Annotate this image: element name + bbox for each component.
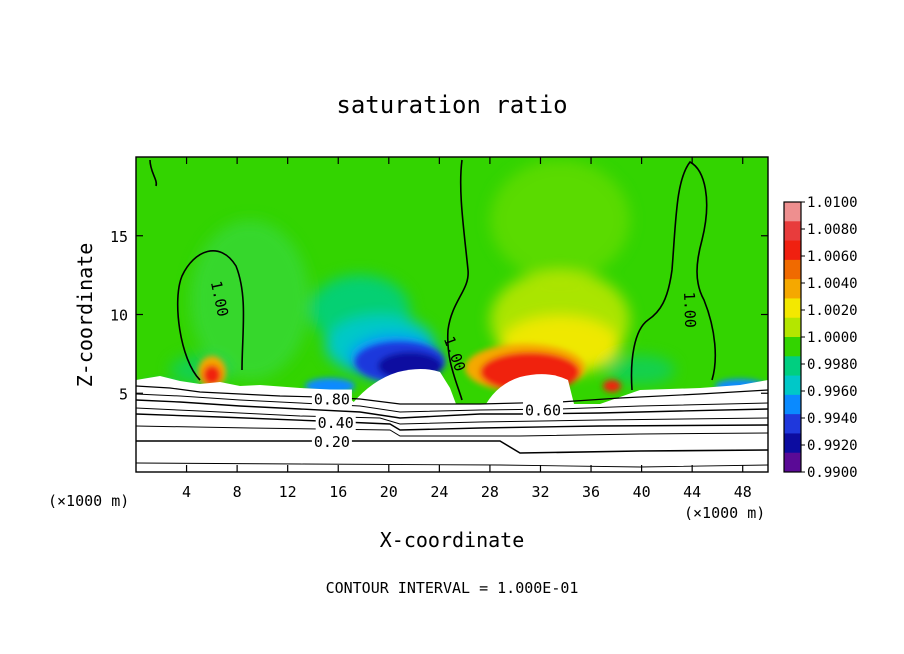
contour-label-text: 1.00 [680,291,699,328]
contour-0-60 [136,399,768,419]
x-tick-label: 20 [380,483,398,501]
colorbar-swatch [784,221,801,242]
unsaturated-region-right [486,374,574,404]
colorbar-swatch [784,279,801,299]
contour-label-bg [315,413,356,431]
contour-label: 0.60 [523,400,564,420]
y-axis-label: Z-coordinate [73,243,97,388]
contour-label-text: 0.80 [314,391,350,409]
contour-0-50 [136,407,768,425]
colorbar-label: 1.0100 [807,195,858,211]
x-tick-label: 32 [531,483,549,501]
colorbar-label: 1.0000 [807,330,858,346]
colorbar-label: 1.0040 [807,276,858,292]
x-unit-right: (×1000 m) [684,504,765,522]
x-unit-left: (×1000 m) [48,492,129,510]
contour-label-text: 0.60 [525,402,561,420]
x-tick-label: 40 [633,483,651,501]
x-tick-label: 4 [182,483,191,501]
contour-label: 1.00 [680,291,699,328]
contour-1-00-center [446,159,469,401]
contour-label-text: 0.40 [318,414,354,432]
colorbar-swatch [784,433,801,454]
colorbar-swatch [784,414,801,434]
x-tick-label: 48 [734,483,752,501]
colorbar-label: 0.9960 [807,384,858,400]
lower-layer [136,376,768,472]
x-tick-label: 12 [279,483,297,501]
y-tick-label: 5 [119,385,128,403]
contour-labels: 1.001.001.000.800.600.400.20 [207,279,699,451]
contour-label-bg [523,400,564,418]
colorbar-swatch [784,375,801,396]
contour-1-00-topleft [149,159,158,187]
colorbar-label: 0.9980 [807,357,858,373]
contour-label: 0.40 [315,413,356,432]
colorbar-swatch [784,394,801,415]
x-tick-label: 16 [329,483,347,501]
colorbar-swatch [784,452,801,473]
contour-label-bg [311,432,352,450]
contour-0-80 [136,385,768,405]
y-tick-label: 15 [110,228,128,246]
chart-title: saturation ratio [336,91,567,119]
x-tick-label: 8 [233,483,242,501]
contour-0-20 [136,440,768,454]
colorbar-label: 1.0080 [807,222,858,238]
contour-label-bg [311,389,352,407]
colorbar: 1.0100 1.0080 1.0060 1.0040 1.0020 1.0000 0.99… [783,195,858,481]
colorbar-swatch [784,356,801,377]
contour-interval-note: CONTOUR INTERVAL = 1.000E-01 [326,579,579,597]
contour-lines [136,159,768,468]
y-tick-label: 10 [110,307,128,325]
x-tick-label: 28 [481,483,499,501]
y-axis: 5 10 15 [110,228,768,403]
colorbar-label: 0.9940 [807,411,858,427]
contour-1-00-right [630,160,717,391]
x-tick-label: 36 [582,483,600,501]
contour-label: 0.20 [311,432,352,451]
contour-label: 0.80 [311,389,352,409]
colorbar-swatch [784,337,801,357]
colorbar-label: 0.9900 [807,465,858,481]
colorbar-swatch [784,298,801,319]
contour-0-70 [136,393,768,413]
colorbar-swatch [784,202,801,222]
colorbar-swatch [784,259,801,280]
contour-0-30 [136,425,768,437]
plot-area: 1.001.001.000.800.600.400.20 [136,157,768,472]
colorbar-swatch [784,240,801,261]
contour-0-40 [136,413,768,431]
x-tick-label: 24 [430,483,448,501]
unsaturated-region-left [352,369,456,404]
colorbar-label: 1.0060 [807,249,858,265]
colorbar-swatch [784,317,801,338]
contour-label-text: 0.20 [314,433,350,451]
x-axis: 4 8 12 16 20 24 28 32 36 40 44 48 [182,157,752,501]
contour-0-10 [136,462,768,468]
colorbar-label: 1.0020 [807,303,858,319]
contour-1-00-left [176,250,245,381]
x-tick-label: 44 [683,483,701,501]
colorbar-label: 0.9920 [807,438,858,454]
x-axis-label: X-coordinate [380,528,525,552]
